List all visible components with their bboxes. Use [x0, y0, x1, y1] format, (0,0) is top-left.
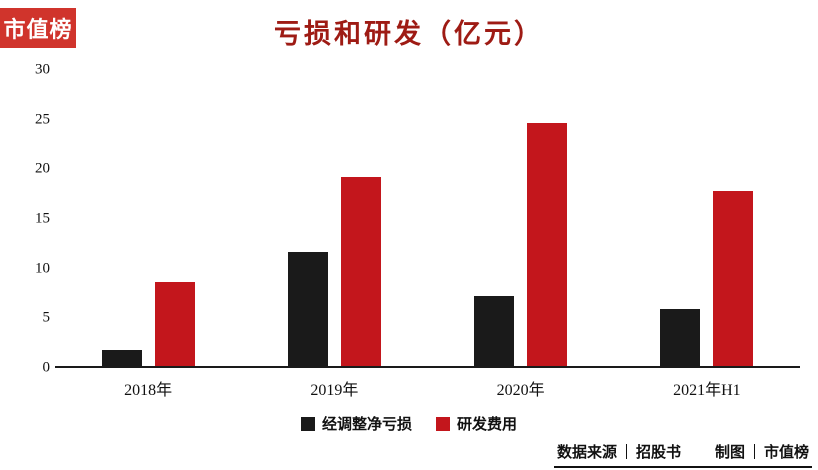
bar-group — [55, 70, 241, 366]
source-label: 数据来源 — [556, 445, 617, 461]
y-axis: 0 5 10 15 20 25 30 — [16, 62, 51, 375]
legend-label: 研发费用 — [457, 417, 518, 433]
bar-series-1-cat-1 — [340, 176, 381, 366]
x-axis-label: 2019年 — [310, 382, 359, 399]
bar-series-1-cat-3 — [713, 191, 754, 366]
y-tick-label: 15 — [35, 210, 50, 227]
x-axis-label: 2021年H1 — [673, 382, 741, 399]
bar-series-0-cat-2 — [474, 295, 515, 366]
credit-value: 市值榜 — [763, 445, 809, 461]
plot-groups — [55, 70, 800, 366]
x-axis-label: 2020年 — [496, 382, 545, 399]
chart-title: 亏损和研发（亿元） — [274, 19, 544, 49]
x-axis-labels: 2018年 2019年 2020年 2021年H1 — [55, 376, 800, 400]
legend-item: 经调整净亏损 — [300, 413, 412, 434]
y-tick-label: 5 — [42, 309, 51, 326]
bar-group — [241, 70, 427, 366]
separator-icon — [753, 444, 755, 459]
bar-series-0-cat-1 — [287, 251, 328, 366]
plot-area — [55, 70, 800, 368]
legend: 经调整净亏损 研发费用 — [0, 413, 818, 434]
bar-series-1-cat-0 — [154, 282, 195, 366]
bar-series-0-cat-0 — [101, 350, 142, 366]
x-axis-label: 2018年 — [124, 382, 173, 399]
separator-icon — [625, 444, 627, 459]
legend-swatch — [436, 416, 450, 431]
bar-group — [614, 70, 800, 366]
bar-group — [428, 70, 614, 366]
legend-swatch — [300, 416, 315, 431]
y-tick-label: 10 — [35, 260, 50, 277]
source-line: 数据来源 招股书 制图 市值榜 — [553, 441, 812, 468]
y-tick-label: 30 — [35, 61, 50, 78]
y-tick-label: 25 — [35, 111, 50, 128]
legend-item: 研发费用 — [436, 413, 517, 434]
legend-label: 经调整净亏损 — [321, 417, 412, 433]
brand-badge: 市值榜 — [0, 8, 76, 48]
bar-series-0-cat-3 — [660, 308, 701, 366]
bar-series-1-cat-2 — [527, 123, 568, 366]
source-value: 招股书 — [635, 445, 681, 461]
credit-label: 制图 — [714, 445, 745, 461]
y-tick-label: 0 — [42, 359, 51, 376]
y-tick-label: 20 — [35, 160, 50, 177]
